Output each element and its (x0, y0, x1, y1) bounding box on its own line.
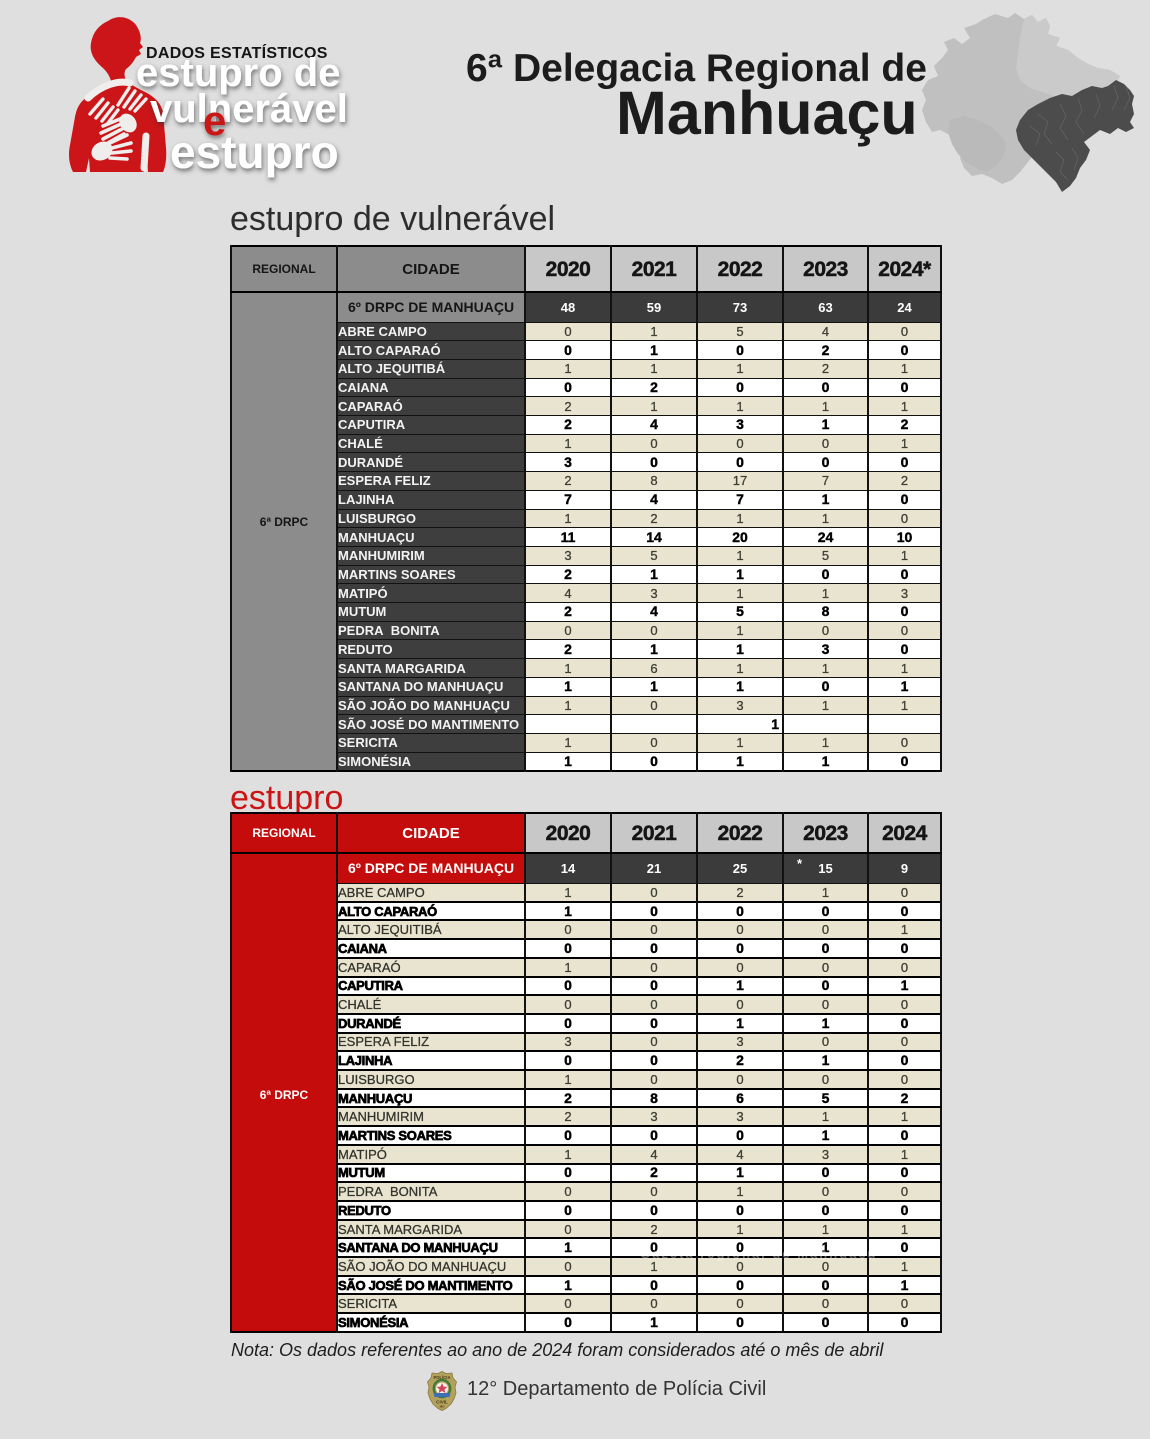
svg-text:POLÍCIA: POLÍCIA (434, 1375, 451, 1380)
svg-text:estupro: estupro (170, 126, 339, 178)
svg-text:CIVIL: CIVIL (436, 1400, 448, 1405)
svg-text:estupro de: estupro de (136, 51, 340, 95)
svg-text:MG: MG (440, 1405, 445, 1409)
svg-text:e: e (203, 97, 226, 144)
svg-text:DADOS ESTATÍSTICOS: DADOS ESTATÍSTICOS (146, 43, 328, 62)
svg-text:vulnerável: vulnerável (150, 87, 348, 131)
